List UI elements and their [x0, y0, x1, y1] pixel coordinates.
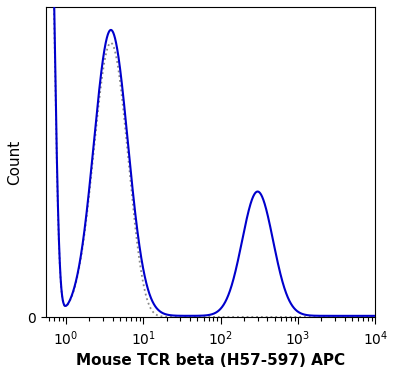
Y-axis label: Count: Count [7, 140, 22, 184]
X-axis label: Mouse TCR beta (H57-597) APC: Mouse TCR beta (H57-597) APC [76, 353, 345, 368]
